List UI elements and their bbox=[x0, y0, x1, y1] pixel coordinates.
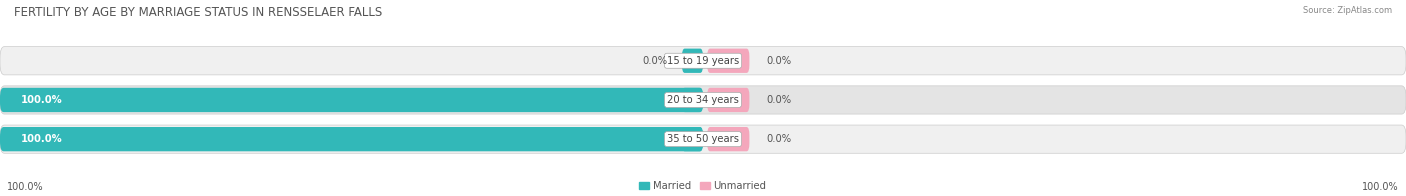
FancyBboxPatch shape bbox=[682, 88, 703, 112]
FancyBboxPatch shape bbox=[0, 127, 703, 151]
Text: 20 to 34 years: 20 to 34 years bbox=[666, 95, 740, 105]
Text: 0.0%: 0.0% bbox=[643, 56, 668, 66]
FancyBboxPatch shape bbox=[0, 47, 1406, 75]
FancyBboxPatch shape bbox=[707, 127, 749, 151]
FancyBboxPatch shape bbox=[0, 86, 1406, 114]
FancyBboxPatch shape bbox=[707, 49, 749, 73]
Text: 100.0%: 100.0% bbox=[7, 182, 44, 192]
Text: 0.0%: 0.0% bbox=[766, 56, 792, 66]
FancyBboxPatch shape bbox=[707, 88, 749, 112]
Text: FERTILITY BY AGE BY MARRIAGE STATUS IN RENSSELAER FALLS: FERTILITY BY AGE BY MARRIAGE STATUS IN R… bbox=[14, 6, 382, 19]
FancyBboxPatch shape bbox=[682, 127, 703, 151]
Text: 0.0%: 0.0% bbox=[766, 134, 792, 144]
Legend: Married, Unmarried: Married, Unmarried bbox=[640, 181, 766, 191]
FancyBboxPatch shape bbox=[682, 49, 703, 73]
Text: 100.0%: 100.0% bbox=[21, 134, 63, 144]
FancyBboxPatch shape bbox=[0, 125, 1406, 153]
Text: Source: ZipAtlas.com: Source: ZipAtlas.com bbox=[1303, 6, 1392, 15]
FancyBboxPatch shape bbox=[0, 88, 703, 112]
Text: 15 to 19 years: 15 to 19 years bbox=[666, 56, 740, 66]
Text: 100.0%: 100.0% bbox=[21, 95, 63, 105]
Text: 35 to 50 years: 35 to 50 years bbox=[666, 134, 740, 144]
Text: 100.0%: 100.0% bbox=[1362, 182, 1399, 192]
Text: 0.0%: 0.0% bbox=[766, 95, 792, 105]
